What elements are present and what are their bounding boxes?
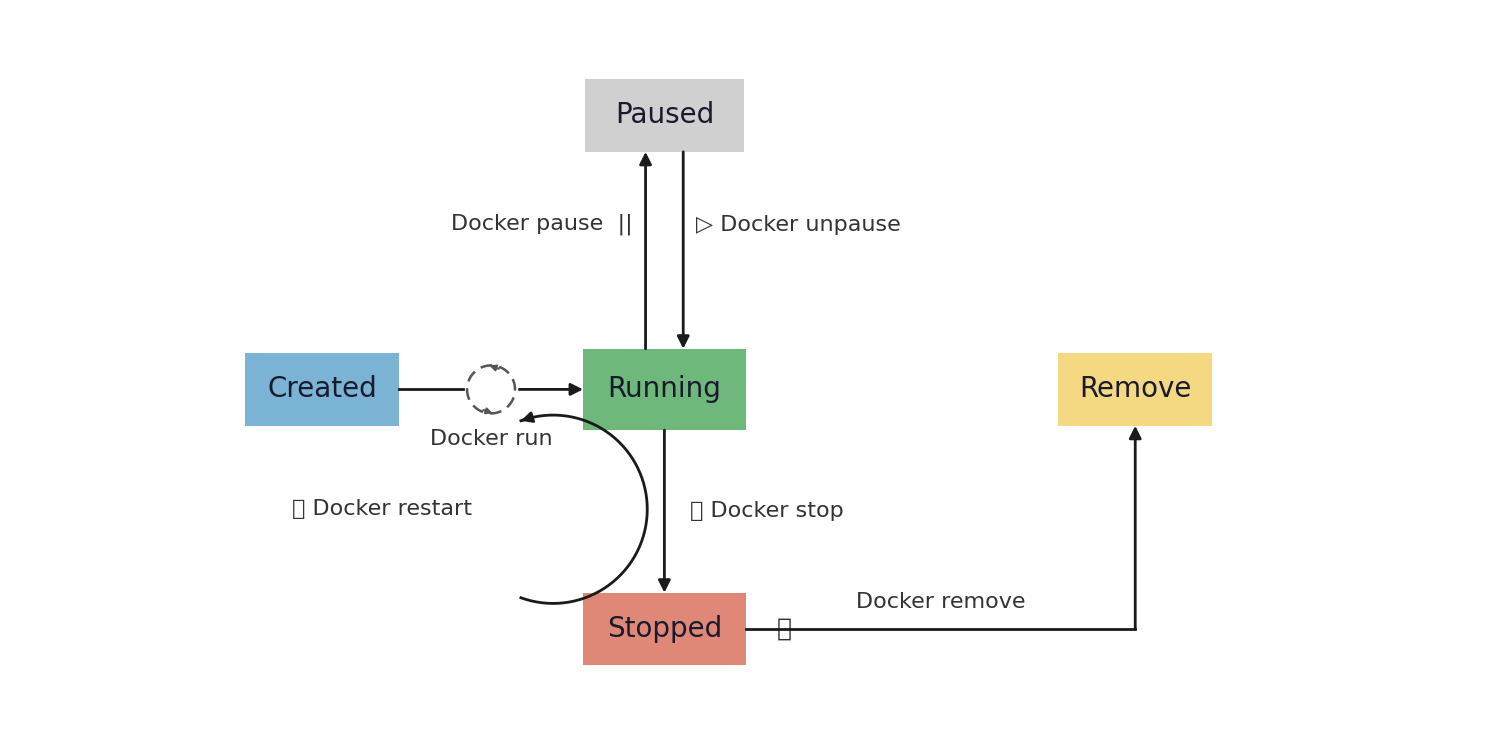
FancyBboxPatch shape [585, 79, 744, 152]
Text: Docker pause  ||: Docker pause || [452, 214, 633, 236]
Text: Running: Running [608, 375, 721, 403]
Text: 🤚 Docker stop: 🤚 Docker stop [690, 501, 844, 521]
FancyBboxPatch shape [1058, 353, 1212, 426]
Text: Paused: Paused [615, 102, 714, 130]
FancyBboxPatch shape [584, 349, 746, 430]
FancyBboxPatch shape [584, 592, 746, 665]
Text: Created: Created [267, 375, 376, 403]
Text: Docker remove: Docker remove [855, 592, 1024, 612]
Text: ▷ Docker unpause: ▷ Docker unpause [696, 215, 902, 235]
FancyBboxPatch shape [244, 353, 399, 426]
Text: Docker run: Docker run [429, 429, 552, 449]
Text: 🤚: 🤚 [777, 617, 792, 641]
Text: Stopped: Stopped [608, 615, 721, 643]
Text: Remove: Remove [1078, 375, 1191, 403]
Text: Ⓡ Docker restart: Ⓡ Docker restart [292, 499, 472, 520]
